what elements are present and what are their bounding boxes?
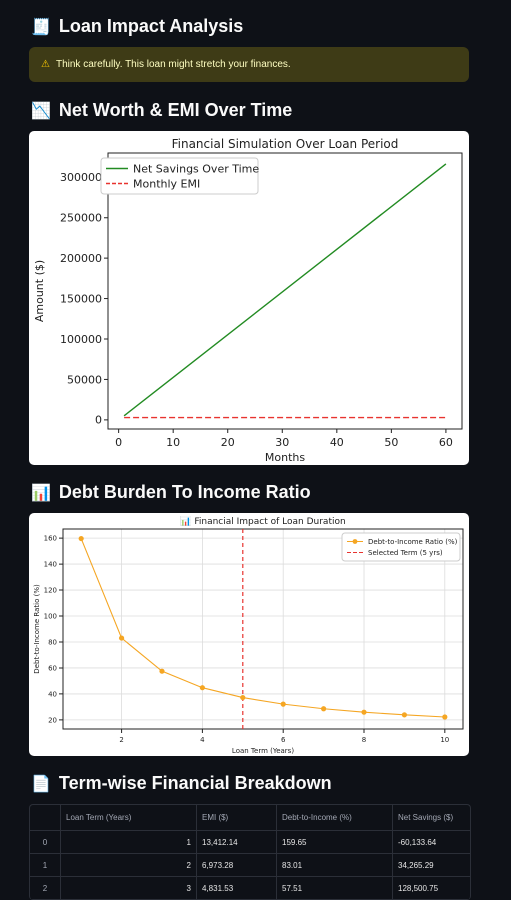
y-tick-label: 250000 [60, 212, 102, 225]
y-tick-label: 60 [48, 664, 57, 672]
row-index: 2 [30, 877, 61, 899]
page-title: Loan Impact Analysis [58, 16, 244, 36]
table-row[interactable]: 2 3 4,831.53 57.51 128,500.75 [30, 877, 470, 900]
column-header-term[interactable]: Loan Term (Years) [61, 805, 197, 830]
data-point [199, 685, 205, 691]
y-tick-label: 0 [95, 414, 102, 427]
legend-label: Monthly EMI [133, 177, 200, 190]
page-header: 🧾 Loan Impact Analysis [31, 16, 243, 37]
data-point [280, 701, 286, 707]
cell-savings: 128,500.75 [398, 883, 439, 893]
data-point [118, 635, 125, 641]
x-tick-label: 30 [275, 436, 289, 449]
receipt-icon: 🧾 [31, 17, 51, 36]
x-tick-label: 8 [362, 736, 366, 744]
data-point [321, 706, 327, 712]
table-row[interactable]: 1 2 6,973.28 83.01 34,265.29 [30, 854, 470, 877]
legend-box [100, 157, 259, 195]
y-tick-label: 40 [48, 690, 57, 698]
data-point [159, 668, 165, 674]
cell-dti: 83.01 [277, 854, 393, 876]
x-tick-label: 40 [330, 436, 344, 449]
y-tick-label: 100 [44, 612, 57, 620]
column-header-index[interactable] [30, 805, 61, 830]
legend-label: Selected Term (5 yrs) [368, 549, 443, 557]
x-tick-label: 20 [221, 436, 235, 449]
x-tick-label: 6 [281, 736, 286, 744]
section-title-networth: Net Worth & EMI Over Time [58, 100, 293, 120]
legend-label: Debt-to-Income Ratio (%) [368, 538, 458, 546]
series-line-0 [80, 538, 445, 718]
debt-chart-card: 2 4 6 8 10 20 40 60 80 100 120 140 160 📊 Financial Im… [29, 513, 469, 756]
section-title-table: Term-wise Financial Breakdown [58, 773, 332, 793]
bar-chart-icon: 📊 [31, 483, 51, 502]
y-tick-label: 80 [48, 638, 57, 646]
cell-savings: 34,265.29 [398, 860, 434, 870]
data-point [361, 709, 367, 715]
x-axis-label: Months [265, 451, 305, 464]
cell-savings: -60,133.64 [398, 837, 437, 847]
networth-chart-card: 0 10 20 30 40 50 60 0 50000 100000 150000 200000 250… [29, 131, 469, 465]
warning-text: Think carefully. This loan might stretch… [55, 59, 291, 70]
x-tick-label: 10 [166, 436, 180, 449]
cell-emi: 6,973.28 [197, 854, 277, 876]
x-tick-label: 2 [119, 736, 123, 744]
chart-title: 📊 Financial Impact of Loan Duration [180, 515, 345, 527]
row-index: 1 [30, 854, 61, 876]
column-header-emi[interactable]: EMI ($) [197, 805, 277, 830]
column-header-dti[interactable]: Debt-to-Income (%) [277, 805, 393, 830]
legend-marker [352, 539, 358, 544]
y-tick-label: 120 [44, 586, 57, 594]
table-header-row: Loan Term (Years) EMI ($) Debt-to-Income… [30, 805, 470, 831]
y-tick-label: 200000 [60, 252, 102, 265]
x-tick-label: 50 [384, 436, 398, 449]
plot-frame [107, 152, 463, 430]
warning-icon: ⚠ [41, 59, 50, 70]
series-line-0 [123, 163, 447, 417]
networth-chart: 0 10 20 30 40 50 60 0 50000 100000 150000 200000 250… [33, 137, 463, 464]
section-heading-networth: 📉 Net Worth & EMI Over Time [31, 100, 292, 121]
cell-dti: 57.51 [277, 877, 393, 899]
cell-term: 2 [61, 854, 197, 876]
section-heading-debt: 📊 Debt Burden To Income Ratio [31, 482, 311, 503]
chart-decreasing-icon: 📉 [31, 101, 51, 120]
y-tick-label: 100000 [60, 333, 102, 346]
cell-emi: 13,412.14 [197, 831, 277, 853]
row-index: 0 [30, 831, 61, 853]
y-tick-label: 50000 [67, 373, 102, 386]
warning-alert: ⚠ Think carefully. This loan might stret… [29, 47, 469, 82]
y-axis-label: Amount ($) [33, 260, 46, 322]
cell-dti: 159.65 [277, 831, 393, 853]
data-point [401, 712, 408, 718]
x-axis-label: Loan Term (Years) [232, 747, 294, 755]
column-header-savings[interactable]: Net Savings ($) [398, 813, 454, 822]
document-icon: 📄 [31, 774, 51, 793]
x-tick-label: 10 [440, 736, 449, 744]
plot-frame [62, 528, 464, 730]
cell-term: 1 [61, 831, 197, 853]
cell-emi: 4,831.53 [197, 877, 277, 899]
y-tick-label: 160 [44, 535, 57, 543]
y-tick-label: 150000 [60, 292, 102, 305]
cell-term: 3 [61, 877, 197, 899]
x-tick-label: 4 [200, 736, 205, 744]
y-axis-label: Debt-to-Income Ratio (%) [33, 584, 41, 674]
breakdown-table[interactable]: Loan Term (Years) EMI ($) Debt-to-Income… [29, 804, 471, 900]
y-tick-label: 300000 [60, 171, 102, 184]
data-point [442, 714, 448, 720]
legend-label: Net Savings Over Time [133, 162, 259, 175]
section-heading-table: 📄 Term-wise Financial Breakdown [31, 773, 332, 794]
y-tick-label: 140 [44, 561, 57, 569]
data-point [240, 694, 246, 701]
data-point [78, 535, 84, 542]
legend-box [341, 532, 461, 562]
chart-title: Financial Simulation Over Loan Period [172, 137, 399, 151]
section-title-debt: Debt Burden To Income Ratio [58, 482, 311, 502]
x-tick-label: 60 [439, 436, 453, 449]
debt-ratio-chart: 2 4 6 8 10 20 40 60 80 100 120 140 160 📊 Financial Im… [33, 515, 464, 755]
x-tick-label: 0 [115, 436, 122, 449]
y-tick-label: 20 [48, 716, 57, 724]
table-row[interactable]: 0 1 13,412.14 159.65 -60,133.64 [30, 831, 470, 854]
